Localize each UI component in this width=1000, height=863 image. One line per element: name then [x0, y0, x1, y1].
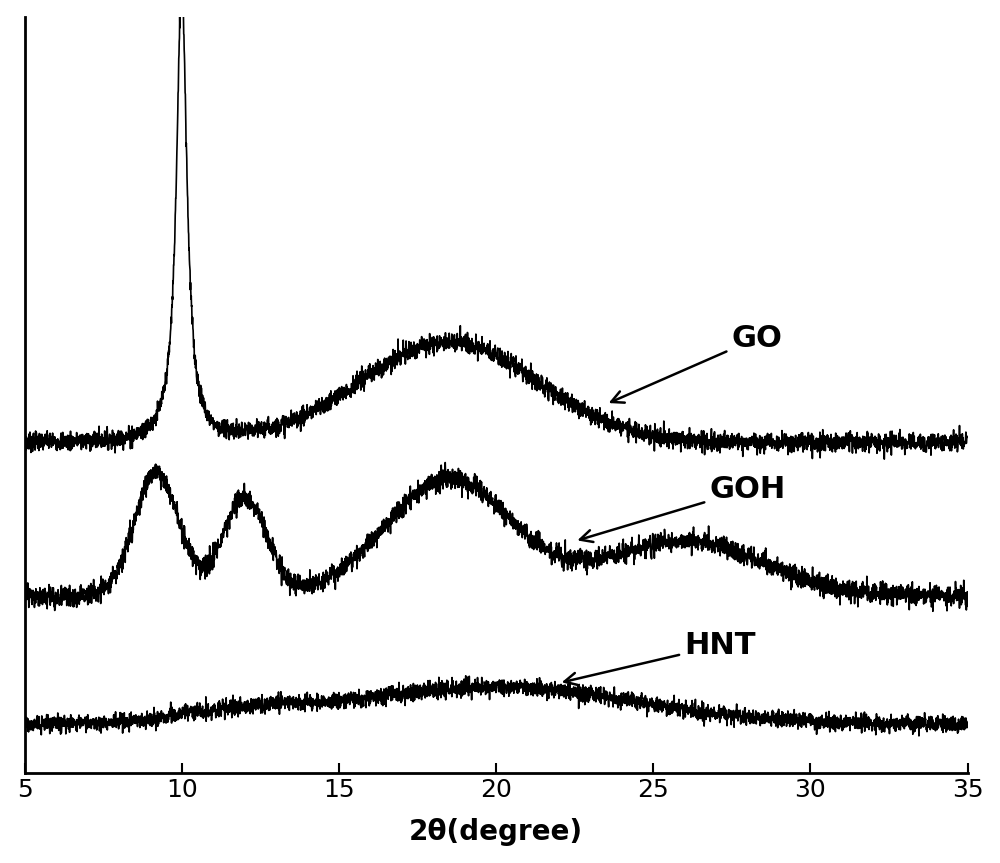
X-axis label: 2θ(degree): 2θ(degree) — [409, 818, 583, 847]
Text: GOH: GOH — [580, 475, 786, 542]
Text: HNT: HNT — [564, 631, 756, 685]
Text: GO: GO — [611, 324, 783, 403]
